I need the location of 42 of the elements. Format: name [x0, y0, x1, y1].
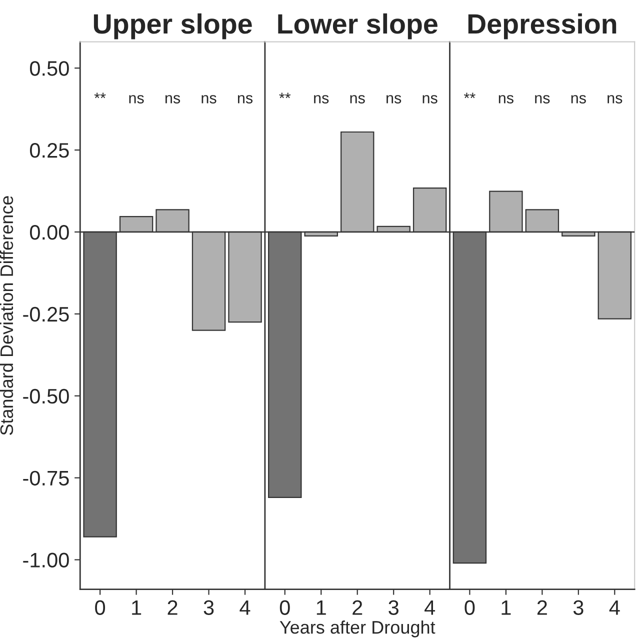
annotation: ns — [498, 95, 514, 104]
x-tick-label: 2 — [168, 600, 178, 615]
x-tick-label: 4 — [240, 600, 250, 615]
x-tick-label: 2 — [537, 600, 547, 615]
annotation: ns — [165, 95, 180, 104]
x-tick-label: 3 — [573, 600, 584, 615]
y-tick-label: 0.50 — [30, 61, 69, 76]
annotation: ns — [422, 95, 438, 104]
x-tick-label: 1 — [132, 600, 142, 615]
annotation: ns — [350, 95, 365, 104]
annotation: ns — [535, 95, 550, 104]
x-tick-label: 1 — [502, 600, 511, 615]
y-tick-label: -1.00 — [23, 552, 69, 568]
annotation: ns — [314, 95, 329, 104]
chart-title: Depression — [468, 13, 616, 40]
annotation: ns — [129, 95, 144, 104]
x-tick-label: 1 — [316, 600, 326, 615]
x-tick-label: 2 — [352, 600, 362, 615]
y-axis-title: Standard Deviation Difference — [0, 196, 14, 436]
x-tick-label: 3 — [388, 600, 398, 615]
annotation: ** — [94, 92, 106, 98]
x-tick-label: 4 — [609, 600, 620, 615]
chart-title: Upper slope — [94, 13, 252, 40]
annotation: ns — [202, 95, 216, 104]
chart-title: Lower slope — [278, 13, 438, 40]
x-tick-label: 4 — [424, 600, 436, 615]
x-axis-title: Years after Drought — [280, 620, 436, 638]
annotation: ns — [608, 95, 622, 104]
y-tick-label: 0.25 — [30, 143, 69, 158]
y-tick-label: -0.75 — [23, 470, 69, 486]
y-tick-label: 0.00 — [30, 224, 69, 240]
x-tick-label: 0 — [280, 600, 290, 615]
x-tick-label: 0 — [95, 600, 106, 615]
y-tick-label: -0.25 — [23, 306, 69, 322]
y-tick-label: -0.50 — [23, 388, 69, 404]
annotation: ** — [279, 92, 291, 98]
x-tick-label: 0 — [464, 600, 475, 615]
annotation: ** — [464, 92, 476, 98]
x-tick-label: 3 — [204, 600, 214, 615]
annotation: ns — [571, 95, 586, 104]
annotation: ns — [386, 95, 402, 104]
annotation: ns — [238, 95, 253, 104]
